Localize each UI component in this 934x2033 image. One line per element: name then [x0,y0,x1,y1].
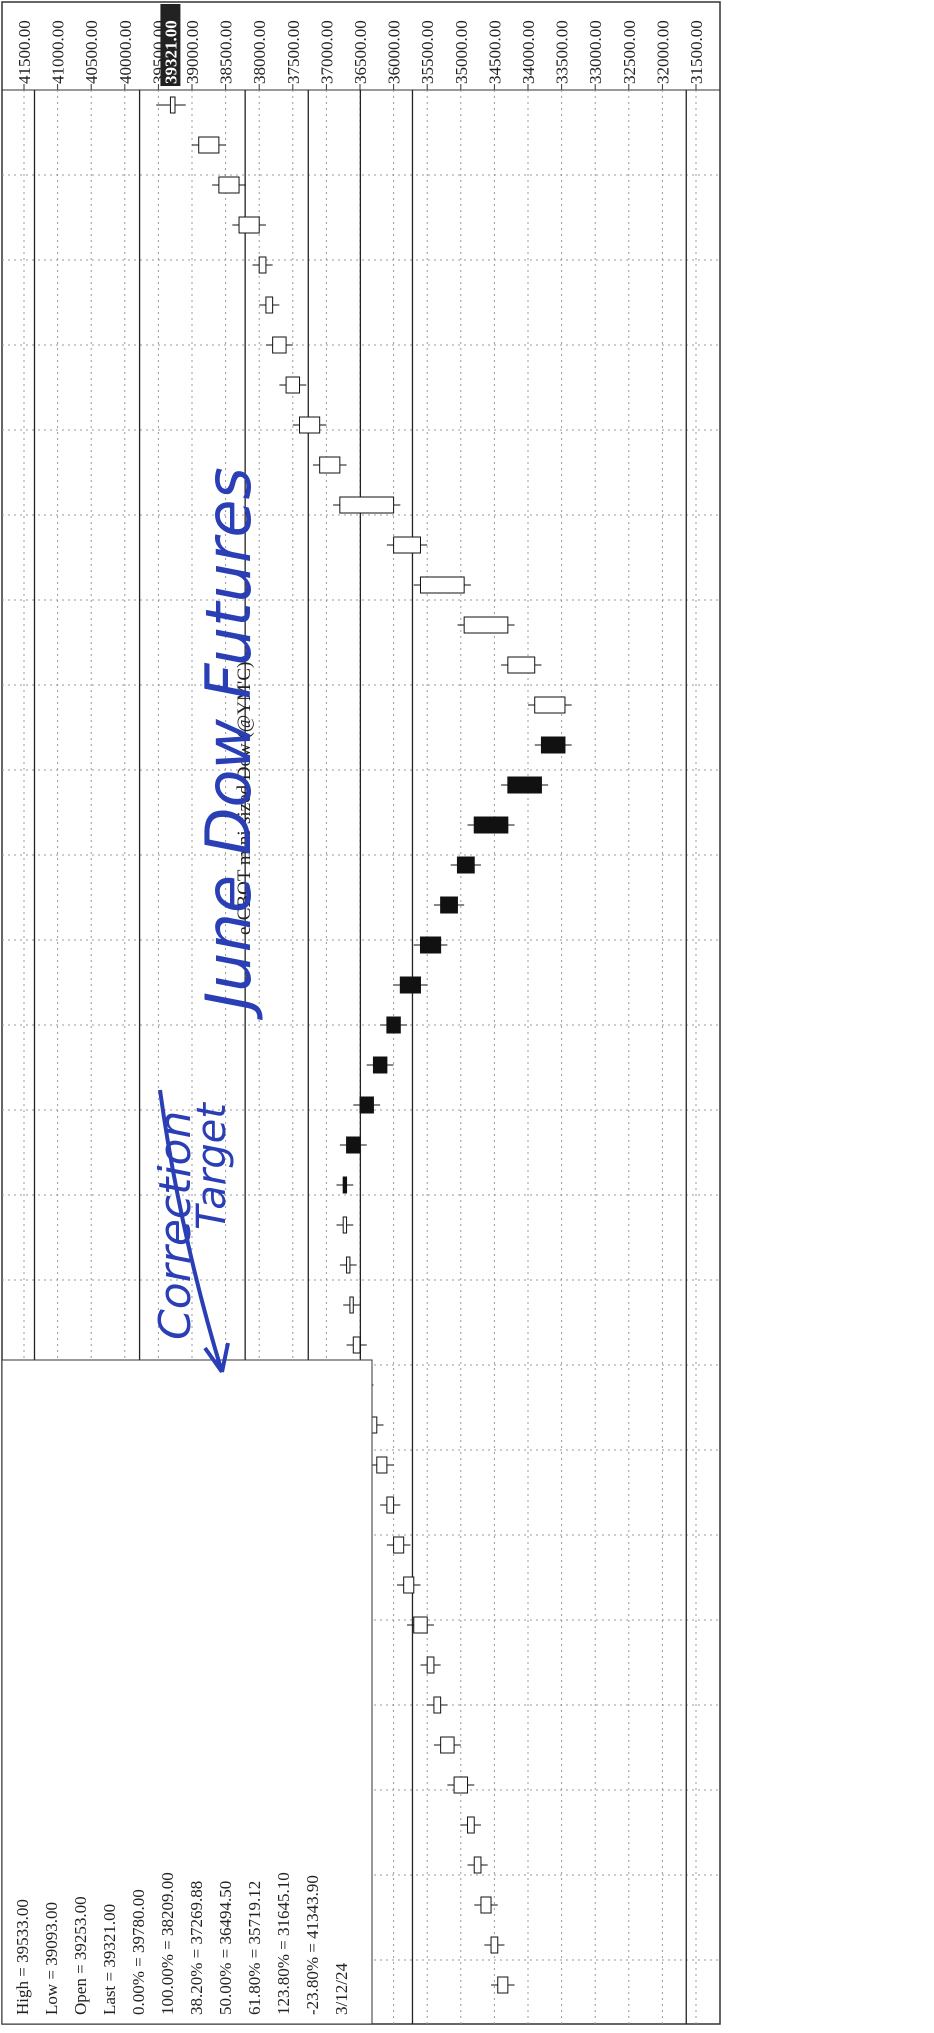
y-tick-label: 33500.00 [553,20,572,84]
candle-body [480,1896,492,1914]
candle-body [463,616,509,634]
y-tick-label: 33000.00 [586,20,605,84]
info-text: 3/12/24 [332,1963,351,2015]
candle-body [467,1816,475,1834]
candle-body [342,1176,348,1194]
info-text: 100.00% = 38209.00 [158,1872,177,2015]
y-tick-label: 32000.00 [653,20,672,84]
candle-body [453,1776,469,1794]
candle-body [258,256,267,274]
y-tick-label: 35000.00 [452,20,471,84]
y-tick-label: 35500.00 [418,20,437,84]
y-tick-label: 31500.00 [687,20,706,84]
candle-body [413,1616,428,1634]
candle-body [419,936,442,954]
candle-body [399,976,421,994]
handwritten-arrow [158,1089,230,1374]
candle-body [534,696,566,714]
candle-body [342,1216,348,1234]
last-marker [160,4,181,86]
y-tick-label: 37500.00 [284,20,303,84]
candle-body [198,136,220,154]
y-tick-label: 36500.00 [351,20,370,84]
candle-body [507,776,542,794]
grid [2,90,720,2024]
info-text: 38.20% = 37269.88 [187,1881,206,2015]
candle-body [359,1096,374,1114]
info-text: -23.80% = 41343.90 [303,1875,322,2015]
last-label: 39321.00 [161,20,180,84]
info-text: 50.00% = 36494.50 [216,1881,235,2015]
y-tick-label: 34500.00 [485,20,504,84]
y-tick-label: 40500.00 [82,20,101,84]
y-tick-label: 41500.00 [15,20,34,84]
candle-body [540,736,566,754]
candle-body [403,1576,415,1594]
info-text: Low = 39093.00 [42,1902,61,2015]
candle-body [349,1296,354,1314]
y-tick-label: 32500.00 [620,20,639,84]
candle-body [346,1256,351,1274]
y-tick-label: 39000.00 [183,20,202,84]
candle-body [169,96,176,114]
info-text: 123.80% = 31645.10 [274,1872,293,2015]
candle-body [339,496,395,514]
info-text: 0.00% = 39780.00 [129,1889,148,2015]
candle-body [456,856,475,874]
candle-body [299,416,321,434]
candle-body [285,376,301,394]
candle-body [433,1696,442,1714]
y-tick-label: 34000.00 [519,20,538,84]
candle-body [507,656,536,674]
candle-body [372,1056,388,1074]
candle-body [497,1976,509,1994]
candle-body [419,576,465,594]
candle-body [473,1856,482,1874]
candle-body [386,1496,395,1514]
y-tick-label: 40000.00 [116,20,135,84]
y-tick-label: 38500.00 [217,20,236,84]
info-box [1,1359,373,2025]
candle-body [386,1016,401,1034]
labels: 41500.00 41000.00 40500.00 40000.00 39500.00… [13,4,706,2015]
candle-body [393,536,421,554]
info-text: High = 39533.00 [13,1899,32,2015]
candle-body [440,1736,455,1754]
candle-body [490,1936,499,1954]
candle-body [352,1336,361,1354]
info-text: Open = 39253.00 [71,1896,90,2015]
candle-body [473,816,509,834]
candle-body [265,296,274,314]
candle-body [346,1136,361,1154]
candle-body [319,456,341,474]
y-tick-label: 37000.00 [317,20,336,84]
handwritten-note: Correction [150,1111,201,1340]
handwritten-note: June Dow Futures [192,467,265,1021]
handwritten-note: Target [189,1102,235,1230]
candle-body [426,1656,435,1674]
y-tick-label: 36000.00 [385,20,404,84]
y-tick-label: 38000.00 [250,20,269,84]
candle-body [376,1456,388,1474]
y-tick-label: 41000.00 [49,20,68,84]
candle-body [393,1536,405,1554]
candle-body [272,336,287,354]
candle-body [218,176,240,194]
candle-body [238,216,260,234]
chart-title: e-CBOT mini-sized Dow (@YM'C) [234,662,255,935]
info-text: Last = 39321.00 [100,1904,119,2015]
candle-body [440,896,458,914]
info-text: 61.80% = 35719.12 [245,1881,264,2015]
plot [156,96,572,1994]
